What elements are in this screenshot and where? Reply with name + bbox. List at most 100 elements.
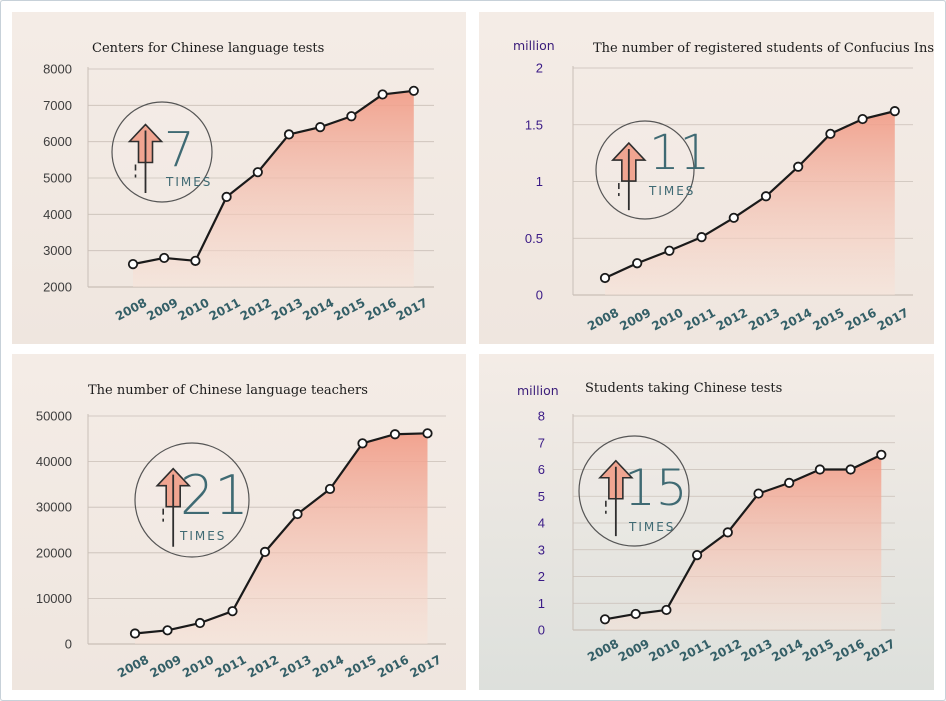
data-point-2015: [825, 128, 836, 139]
badge-times-label: TIMES: [628, 520, 675, 534]
y-tick-label: 0: [536, 288, 543, 303]
data-point-2016: [389, 429, 401, 440]
area-fill: [133, 90, 414, 287]
data-point-2016: [857, 113, 868, 125]
data-point-2009: [159, 252, 170, 264]
chart-panel-tests: 0 1 2 3 4 5 6 7 8 2008 2009 2010 2011 2012 2013 2014 201…: [479, 354, 934, 690]
data-point-2015: [346, 111, 357, 122]
area-fill: [135, 433, 428, 644]
area-fill: [605, 454, 882, 630]
badge-number: 15: [624, 459, 688, 517]
y-tick-label: 10000: [36, 591, 72, 606]
chart-title: Students taking Chinese tests: [585, 381, 782, 396]
chart-tests: 0123456782008200920102011201220132014201…: [479, 354, 934, 690]
data-point-2016: [845, 464, 856, 475]
data-point-2014: [315, 122, 326, 133]
series-line: [604, 110, 896, 279]
badge-number: 21: [180, 464, 249, 527]
y-tick-label: 0: [538, 623, 545, 638]
unit-label: million: [517, 383, 559, 398]
data-point-2014: [324, 483, 336, 495]
y-tick-label: 2: [538, 569, 545, 584]
data-point-2016: [377, 89, 388, 100]
badge-times-label: TIMES: [648, 184, 695, 198]
data-point-2008: [129, 628, 141, 639]
data-point-2013: [283, 129, 295, 140]
y-tick-label: 7: [538, 435, 545, 450]
up-arrow-icon: [127, 123, 164, 193]
data-point-2010: [190, 255, 201, 266]
chart-confucius: 00.511.522008200920102011201220132014201…: [479, 12, 934, 344]
data-point-2013: [753, 488, 764, 499]
unit-label: million: [513, 38, 555, 53]
badge-number: 11: [649, 125, 710, 181]
y-tick-label: 8: [538, 409, 545, 424]
y-tick-label: 5000: [43, 171, 72, 186]
data-point-2012: [722, 527, 733, 538]
y-tick-label: 20000: [36, 545, 72, 560]
y-tick-label: 3: [538, 542, 545, 557]
up-arrow-icon: [597, 459, 634, 537]
data-point-2008: [599, 272, 611, 284]
data-point-2017: [889, 106, 900, 117]
data-point-2011: [221, 191, 232, 202]
badge-circle: [595, 120, 695, 220]
data-point-2011: [696, 232, 707, 243]
y-tick-label: 1.5: [525, 117, 543, 132]
y-tick-label: 6: [538, 462, 545, 477]
y-tick-label: 1: [536, 174, 543, 189]
data-point-2014: [784, 477, 795, 488]
data-point-2010: [194, 617, 206, 629]
data-point-2017: [876, 449, 887, 460]
chart-panel-confucius: 0 0.5 1 1.5 2 2008 2009 2010 2011 2012 2013 2014 201…: [479, 12, 934, 344]
badge-circle: [578, 435, 690, 547]
growth-badge: 11 TIMES: [595, 120, 710, 220]
data-point-2015: [357, 438, 368, 449]
up-arrow-icon: [610, 141, 647, 211]
chart-teachers: 0100002000030000400005000020082009201020…: [12, 354, 466, 690]
y-tick-label: 7000: [43, 98, 72, 113]
y-tick-label: 1: [538, 596, 545, 611]
chart-title: The number of registered students of Con…: [593, 41, 934, 56]
data-point-2012: [728, 212, 739, 223]
area-fill: [605, 111, 895, 295]
data-point-2009: [162, 625, 173, 636]
data-point-2011: [692, 550, 703, 561]
data-point-2008: [127, 259, 139, 270]
y-tick-label: 30000: [36, 500, 72, 515]
data-point-2015: [814, 464, 825, 475]
badge-number: 7: [164, 122, 195, 178]
y-tick-label: 0.5: [525, 231, 543, 246]
y-tick-label: 2000: [43, 280, 72, 295]
chart-centers: 2000300040005000600070008000200820092010…: [12, 12, 466, 344]
data-point-2017: [408, 85, 419, 96]
y-tick-label: 4000: [43, 207, 72, 222]
badge-circle: [134, 442, 250, 558]
y-tick-label: 5: [538, 489, 545, 504]
y-tick-label: 4: [538, 516, 545, 531]
data-point-2009: [630, 608, 641, 620]
data-point-2017: [422, 428, 433, 439]
data-point-2014: [793, 161, 804, 172]
data-point-2008: [599, 614, 611, 625]
data-point-2011: [227, 606, 238, 617]
data-point-2009: [632, 258, 643, 269]
growth-badge: 21 TIMES: [134, 442, 250, 558]
data-point-2010: [664, 245, 675, 256]
badge-times-label: TIMES: [179, 529, 226, 543]
growth-badge: 15 TIMES: [578, 435, 690, 547]
data-point-2013: [760, 191, 772, 202]
y-tick-label: 50000: [36, 409, 72, 424]
chart-title: The number of Chinese language teachers: [88, 383, 368, 398]
series-line: [132, 89, 414, 266]
chart-title: Centers for Chinese language tests: [92, 41, 324, 56]
up-arrow-icon: [155, 467, 192, 547]
y-tick-label: 2: [536, 61, 543, 76]
data-point-2010: [661, 604, 672, 616]
data-point-2012: [252, 167, 263, 178]
y-tick-label: 8000: [43, 62, 72, 77]
data-point-2012: [259, 546, 271, 557]
y-tick-label: 6000: [43, 134, 72, 149]
